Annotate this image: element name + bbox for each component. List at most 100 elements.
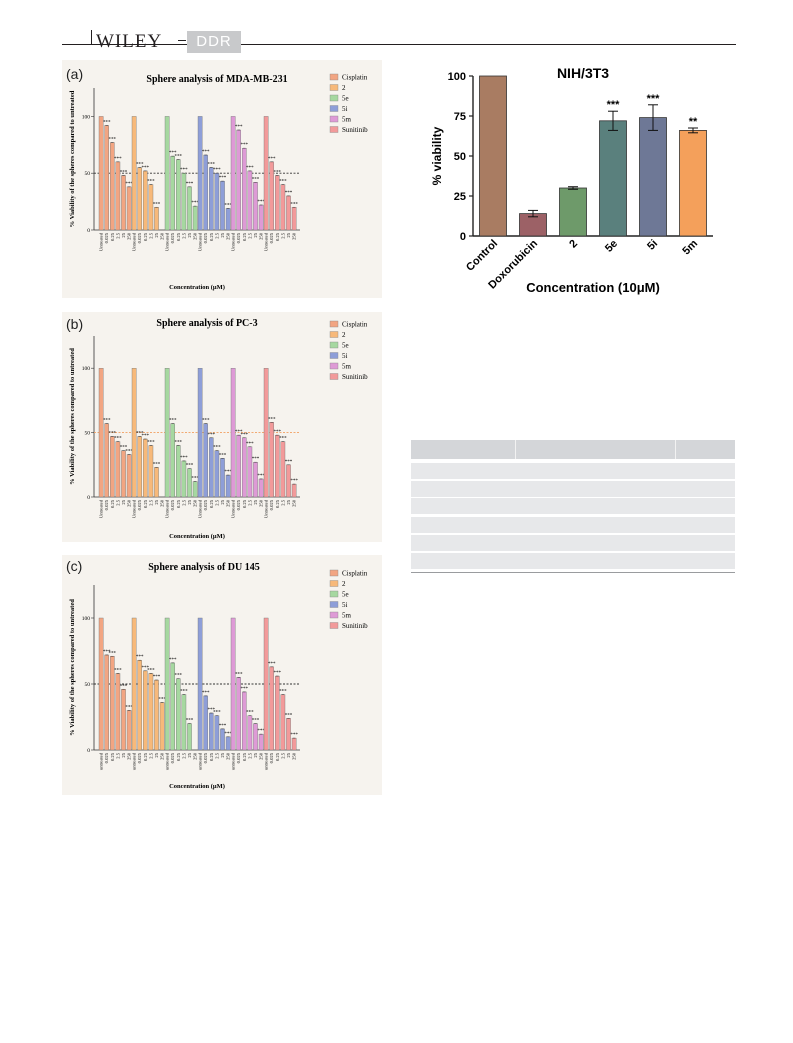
significance-label: *** [202,691,210,696]
bar [154,207,159,231]
bar [274,434,280,498]
significance-label: *** [191,477,199,482]
significance-label: *** [142,666,150,671]
bar [98,617,104,751]
y-tick-label: 75 [454,111,466,123]
bar [280,441,286,498]
x-axis-label: Concentration (μM) [169,533,225,540]
x-tick-label: Untreated [198,232,203,251]
bar [121,689,126,751]
legend-swatch [329,84,339,91]
bar [269,666,275,751]
x-axis-label: Concentration (10μM) [526,280,660,295]
x-tick-label: 0.25 [242,752,247,761]
bar [220,458,225,498]
significance-label: *** [136,163,144,168]
significance-label: *** [274,430,282,435]
bar [148,673,154,751]
significance-label: *** [290,479,298,484]
significance-label: *** [136,655,144,660]
y-axis-label: % Viability of the spheres compared to u… [69,90,76,227]
significance-label: *** [175,674,183,679]
bar [164,116,170,231]
x-tick-label: 0.25 [209,499,214,508]
significance-label: *** [213,446,221,451]
significance-label: *** [125,182,133,187]
significance-label: *** [219,176,227,181]
panel-c-background [62,555,382,795]
legend-entry: Sunitinib [342,126,368,134]
x-tick-label: 2.5 [214,499,219,505]
y-tick-label: 100 [82,616,91,622]
x-tick-label: 25 [253,499,258,504]
legend-swatch [329,94,339,102]
significance-label: *** [169,658,177,663]
significance-label: *** [186,464,194,469]
bar [225,474,231,498]
significance-label: *** [191,201,199,206]
significance-label: *** [202,419,210,424]
x-tick-label: 0.025 [269,232,274,243]
significance-label: *** [219,453,227,458]
significance-label: *** [285,460,293,465]
x-tick-label: 0.025 [236,752,241,763]
bar [236,434,242,498]
panel-b-background [62,312,382,542]
significance-label: *** [103,419,111,424]
x-tick-label: 0.25 [275,752,280,761]
panel-label-b: (b) [66,316,84,332]
bar [291,483,297,498]
bar [104,654,109,751]
bar [159,702,165,751]
x-tick-label: 0.25 [143,499,148,508]
x-tick-label: 25 [220,752,225,757]
significance-label: *** [224,470,232,475]
x-tick-label: 0.25 [209,232,214,241]
bar [197,368,203,498]
chart-sphere-mda: Sphere analysis of MDA-MB-231 0 50 100 % Via… [69,74,368,292]
x-tick-label: Control [464,238,500,274]
table-column-divider [515,440,516,459]
x-tick-label: 250 [127,752,132,760]
bar [291,737,297,751]
x-tick-label: 250 [226,499,231,507]
x-tick-label: untreated [99,752,104,770]
y-tick-label: 50 [454,151,466,163]
significance-label: *** [235,430,243,435]
bar [253,462,258,498]
legend-entry: 5m [342,116,352,124]
bar [131,617,137,751]
significance-label: *** [114,668,122,673]
legend-entry: Cisplatin [342,74,368,82]
significance-label: *** [235,125,243,130]
significance-label: *** [186,719,194,724]
x-tick-label: 2.5 [214,752,219,758]
bar [253,723,258,751]
y-tick-label: 25 [454,191,466,203]
significance-label: *** [103,120,111,125]
x-tick-label: untreated [132,752,137,770]
significance-label: *** [208,163,216,168]
x-tick-label: Untreated [99,232,104,251]
bar [137,436,142,498]
table-row [411,498,735,514]
bar [225,208,231,231]
significance-label: *** [147,180,155,185]
bar [230,368,236,498]
x-tick-label: 0.25 [176,232,181,241]
significance-label: *** [290,202,298,207]
y-tick-label: 50 [85,682,91,688]
x-tick-label: 0.25 [110,499,115,508]
x-tick-label: 2.5 [148,232,153,238]
x-tick-label: 25 [286,499,291,504]
x-tick-label: 250 [259,499,264,507]
x-tick-label: Untreated [165,499,170,518]
x-tick-label: 25 [253,232,258,237]
bar [230,617,236,751]
bar [126,710,132,751]
table-bottom-rule [411,572,735,573]
x-tick-label: 0.025 [137,752,142,763]
significance-label: *** [208,433,216,438]
significance-label: *** [647,93,661,105]
